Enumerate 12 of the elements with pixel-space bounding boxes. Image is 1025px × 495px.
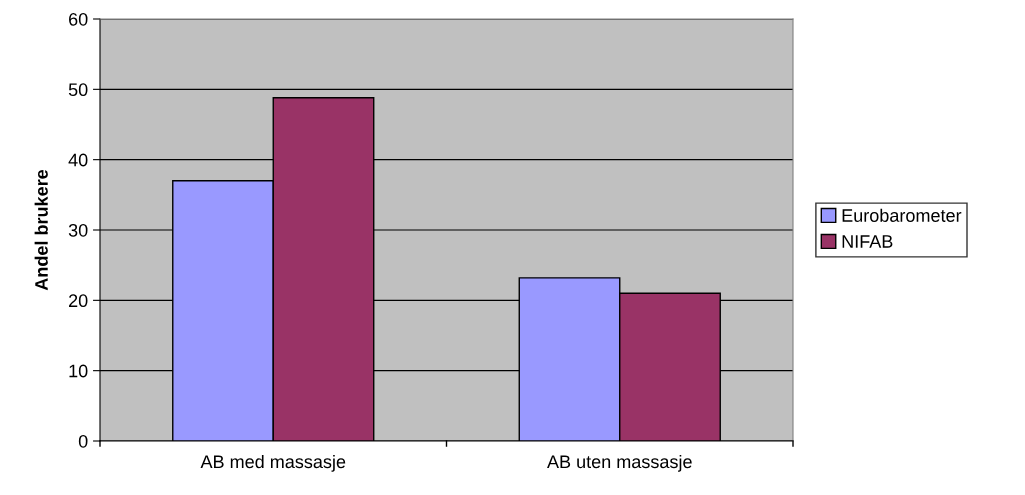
y-tick-label: 40 bbox=[68, 153, 88, 167]
y-tick-label: 30 bbox=[68, 223, 88, 237]
legend-label: NIFAB bbox=[842, 235, 893, 248]
y-tick-label: 0 bbox=[78, 434, 88, 448]
x-tick-label: AB med massasje bbox=[200, 454, 346, 472]
y-tick-label: 60 bbox=[69, 12, 88, 26]
y-axis-title: Andel brukere bbox=[34, 169, 48, 291]
y-tick-label: 20 bbox=[69, 294, 88, 308]
y-tick-label: 50 bbox=[68, 83, 88, 97]
y-tick-label: 10 bbox=[69, 364, 88, 378]
x-tick-label: AB uten massasje bbox=[547, 454, 692, 472]
legend-label: Eurobarometer bbox=[842, 208, 962, 222]
